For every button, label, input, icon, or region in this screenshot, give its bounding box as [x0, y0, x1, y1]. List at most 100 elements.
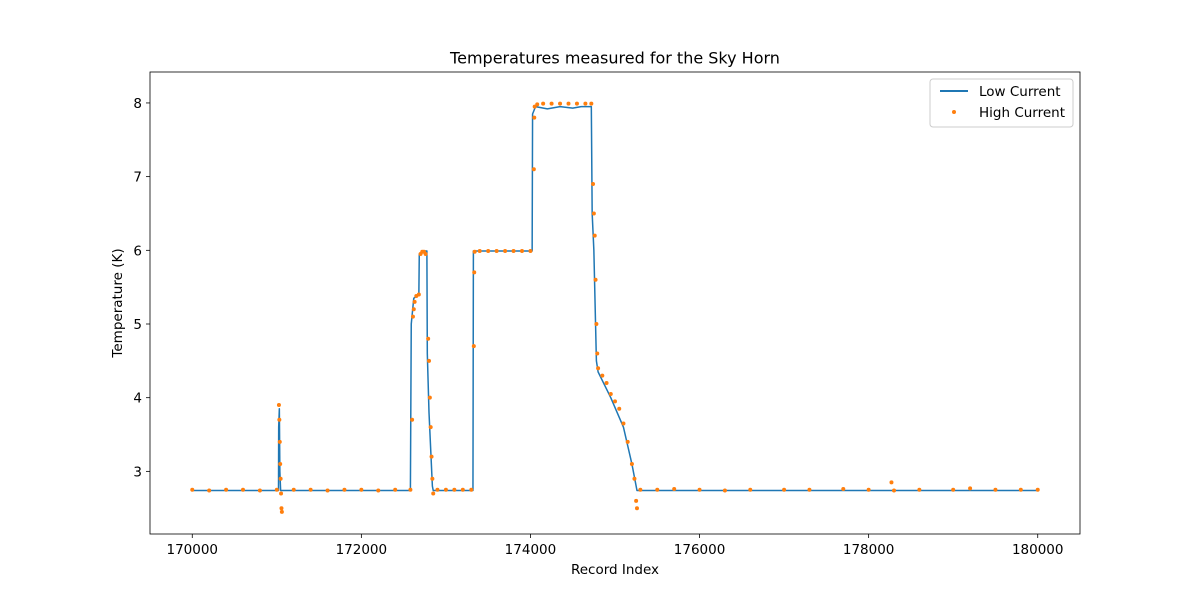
- data-point: [528, 249, 533, 254]
- data-point: [276, 403, 281, 408]
- plot-area: [190, 101, 1040, 514]
- data-point: [535, 102, 540, 107]
- data-point: [291, 487, 296, 492]
- data-point: [279, 491, 284, 496]
- x-axis: 170000 172000 174000 176000 178000 180000: [166, 534, 1064, 558]
- data-point: [472, 270, 477, 275]
- data-point: [589, 101, 594, 106]
- y-tick-label: 6: [133, 243, 142, 259]
- y-tick-label: 3: [133, 464, 142, 480]
- data-point: [583, 101, 588, 106]
- data-point: [591, 182, 596, 186]
- y-tick-label: 5: [133, 317, 142, 333]
- data-point: [325, 488, 330, 493]
- data-point: [469, 487, 474, 492]
- data-point: [593, 277, 598, 282]
- data-point: [376, 488, 381, 493]
- y-axis-label: Temperature (K): [110, 248, 126, 358]
- data-point: [308, 487, 313, 492]
- data-point: [531, 167, 536, 172]
- data-point: [889, 480, 894, 485]
- data-point: [472, 249, 477, 254]
- data-point: [604, 380, 609, 385]
- data-point: [1018, 487, 1023, 492]
- data-point: [566, 101, 571, 106]
- data-point: [594, 322, 599, 326]
- data-point: [968, 486, 973, 491]
- data-point: [892, 488, 896, 493]
- data-point: [410, 417, 415, 422]
- data-point: [416, 292, 421, 297]
- data-point: [278, 476, 283, 481]
- data-point: [503, 249, 508, 254]
- chart-title: Temperatures measured for the Sky Horn: [449, 49, 780, 68]
- data-point: [428, 425, 433, 430]
- data-point: [621, 421, 626, 426]
- data-point: [655, 487, 660, 492]
- x-tick-label: 176000: [674, 542, 726, 558]
- data-point: [241, 487, 245, 492]
- legend-swatch-high-current: [952, 110, 956, 114]
- data-point: [190, 487, 195, 492]
- x-tick-label: 180000: [1012, 542, 1064, 558]
- data-point: [748, 487, 753, 492]
- data-point: [471, 344, 476, 349]
- legend: Low Current High Current: [929, 78, 1074, 128]
- data-point: [430, 476, 435, 481]
- data-point: [782, 487, 787, 492]
- data-point: [595, 351, 600, 356]
- series-points-high-current: [190, 101, 1040, 514]
- data-point: [486, 249, 491, 254]
- y-tick-label: 7: [133, 170, 142, 186]
- data-point: [532, 115, 537, 120]
- data-point: [429, 454, 434, 459]
- data-point: [541, 101, 546, 106]
- data-point: [279, 506, 284, 511]
- data-point: [277, 439, 282, 444]
- y-tick-label: 4: [133, 391, 142, 407]
- data-point: [917, 487, 922, 492]
- data-point: [257, 488, 262, 493]
- data-point: [427, 395, 432, 400]
- data-point: [408, 487, 413, 492]
- data-point: [277, 417, 282, 422]
- data-point: [412, 299, 417, 304]
- data-point: [638, 487, 643, 492]
- data-point: [608, 392, 613, 396]
- data-point: [672, 487, 677, 492]
- data-point: [591, 211, 596, 216]
- x-tick-label: 174000: [505, 542, 557, 558]
- x-tick-label: 172000: [336, 542, 388, 558]
- legend-label-high-current: High Current: [979, 105, 1065, 121]
- data-point: [1035, 487, 1040, 492]
- data-point: [993, 487, 998, 492]
- data-point: [342, 487, 347, 492]
- data-point: [574, 101, 579, 106]
- legend-label-low-current: Low Current: [979, 84, 1061, 100]
- y-tick-label: 8: [133, 96, 142, 112]
- data-point: [511, 249, 516, 254]
- data-point: [426, 336, 431, 341]
- data-point: [592, 233, 597, 238]
- data-point: [274, 487, 279, 492]
- data-point: [520, 249, 524, 254]
- data-point: [279, 509, 284, 514]
- data-point: [224, 487, 229, 492]
- data-point: [625, 439, 630, 444]
- data-point: [697, 487, 702, 492]
- data-point: [549, 101, 554, 106]
- x-axis-label: Record Index: [571, 562, 659, 578]
- x-tick-label: 178000: [843, 542, 895, 558]
- data-point: [494, 249, 499, 254]
- data-point: [634, 498, 639, 503]
- data-point: [207, 488, 212, 493]
- data-point: [427, 358, 431, 363]
- data-point: [841, 487, 846, 492]
- data-point: [722, 488, 727, 493]
- data-point: [411, 307, 416, 312]
- data-point: [866, 487, 871, 492]
- data-point: [477, 249, 482, 254]
- data-point: [613, 399, 617, 404]
- data-point: [617, 406, 622, 411]
- data-point: [460, 487, 465, 492]
